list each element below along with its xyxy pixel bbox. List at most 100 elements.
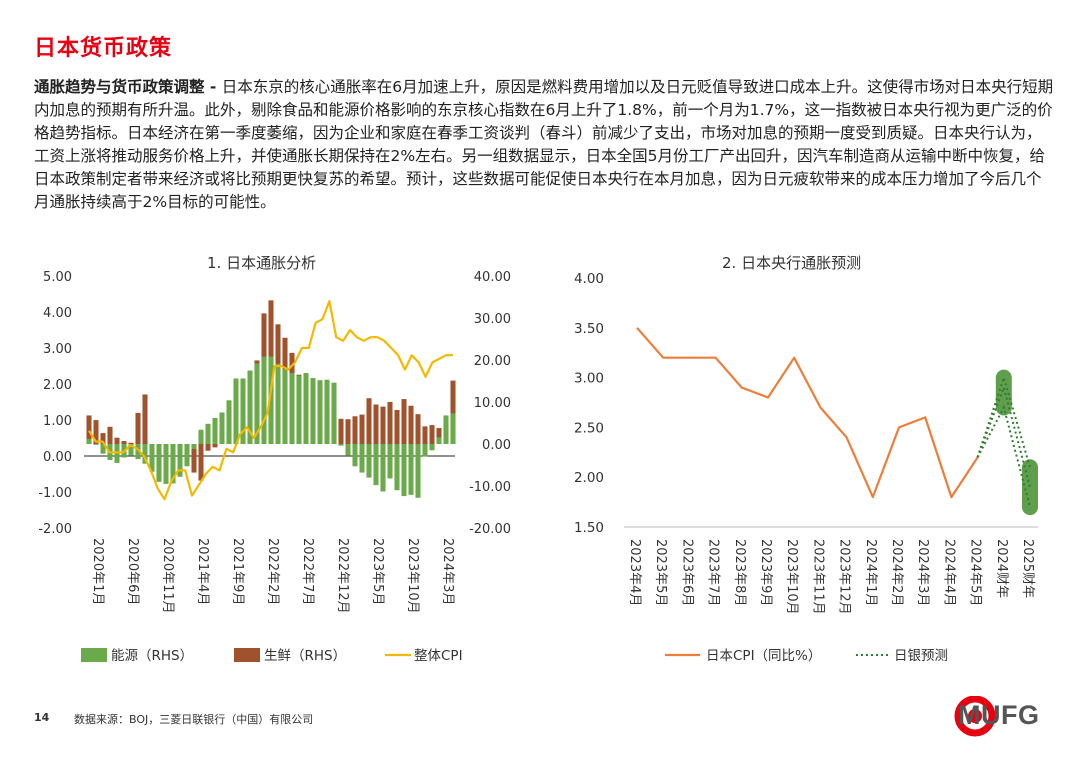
fresh-bar [121, 441, 127, 444]
fresh-bar [191, 444, 197, 473]
right-axis-tick: -10.00 [469, 480, 511, 495]
legend-fresh-label: 生鲜（RHS） [264, 648, 346, 664]
x-tick-label: 2024年5月 [968, 539, 983, 606]
right-axis-tick: 0.00 [482, 438, 511, 453]
fresh-bar [408, 405, 414, 444]
energy-bar [282, 369, 288, 444]
x-tick-label: 2024年4月 [941, 539, 956, 606]
x-tick-label: 2023年11月 [810, 539, 825, 615]
x-tick-label: 2022年2月 [265, 538, 280, 605]
cpi-line [88, 300, 453, 501]
fresh-bar [338, 418, 344, 444]
x-tick-label: 2023年7月 [706, 539, 721, 606]
energy-bar [422, 444, 428, 457]
x-tick-label: 2023年6月 [679, 539, 694, 606]
energy-bar [408, 444, 414, 495]
energy-bar [366, 444, 372, 478]
x-tick-label: 2023年10月 [405, 538, 420, 614]
energy-bar [93, 444, 99, 445]
energy-bar [149, 444, 155, 472]
x-tick-label: 2023年9月 [758, 539, 773, 606]
jp-cpi-line [636, 327, 979, 499]
x-tick-label: 2023年10月 [784, 539, 799, 615]
x-tick-label: 2024财年 [994, 539, 1009, 598]
left-axis-tick: 3.00 [43, 342, 72, 357]
x-tick-label: 2023年8月 [732, 539, 747, 606]
energy-bar [296, 375, 302, 444]
x-tick-label: 2024年3月 [440, 538, 455, 605]
energy-bar [275, 363, 281, 444]
left-axis-tick: 5.00 [43, 270, 72, 285]
y-axis-tick: 2.50 [574, 420, 604, 436]
energy-bar [191, 444, 197, 450]
energy-bar [310, 378, 316, 444]
fresh-bar [387, 402, 393, 444]
lead-text: 日本东京的核心通胀率在6月加速上升，原因是燃料费用增加以及日元贬值导致进口成本上… [34, 78, 1054, 211]
energy-bar [128, 444, 134, 456]
right-axis-tick: 20.00 [474, 354, 511, 369]
energy-bar [324, 379, 330, 444]
energy-bar [303, 373, 309, 444]
fresh-bar [373, 404, 379, 444]
body-paragraph: 通胀趋势与货币政策调整 - 日本东京的核心通胀率在6月加速上升，原因是燃料费用增… [34, 76, 1054, 214]
fresh-bar [114, 437, 120, 444]
fresh-bar [107, 426, 113, 444]
right-axis-tick: -20.00 [469, 522, 511, 537]
energy-bar [170, 444, 176, 484]
energy-bar [359, 444, 365, 473]
fresh-bar [436, 428, 442, 444]
boj-forecast-band [1022, 459, 1038, 516]
legend-boj-label: 日银预测 [894, 648, 948, 664]
energy-bar [345, 444, 351, 456]
left-axis-tick: -2.00 [38, 522, 72, 537]
legend-energy-label: 能源（RHS） [111, 648, 193, 664]
fresh-bar [205, 444, 211, 451]
energy-bar [198, 429, 204, 444]
fresh-bar [450, 380, 456, 444]
mufg-logo-text: MUFG [958, 700, 1040, 730]
fresh-bar [212, 444, 218, 448]
energy-bar [450, 413, 456, 444]
energy-bar [219, 412, 225, 444]
energy-bar [429, 444, 435, 451]
x-tick-label: 2022年7月 [300, 538, 315, 605]
fresh-bar [352, 416, 358, 444]
x-tick-label: 2021年9月 [230, 538, 245, 605]
energy-bar [142, 444, 148, 464]
chart2-title: 2. 日本央行通胀预测 [722, 254, 862, 272]
energy-bar [226, 400, 232, 444]
x-tick-label: 2023年12月 [837, 539, 852, 615]
legend-energy-swatch [81, 648, 107, 662]
fresh-bar [93, 420, 99, 444]
x-tick-label: 2020年6月 [125, 538, 140, 605]
fresh-bar [86, 415, 92, 444]
fresh-bar [345, 419, 351, 444]
left-axis-tick: -1.00 [38, 486, 72, 501]
x-tick-label: 2024年3月 [915, 539, 930, 606]
energy-bar [436, 437, 442, 444]
left-axis-tick: 4.00 [43, 306, 72, 321]
right-axis-tick: 30.00 [474, 312, 511, 327]
fresh-bar [128, 442, 134, 444]
mufg-logo-icon [954, 696, 996, 737]
energy-bar [163, 444, 169, 484]
legend-jpcpi-label: 日本CPI（同比%） [706, 648, 821, 664]
fresh-bar [380, 406, 386, 444]
fresh-bar [366, 398, 372, 444]
energy-bar [156, 444, 162, 482]
fresh-bar [359, 414, 365, 444]
energy-bar [247, 370, 253, 444]
fresh-bar [100, 433, 106, 444]
fresh-bar [135, 412, 141, 444]
fresh-bar [429, 425, 435, 444]
energy-bar [317, 380, 323, 444]
x-tick-label: 2024年2月 [889, 539, 904, 606]
energy-bar [394, 444, 400, 491]
energy-bar [352, 444, 358, 467]
page-title: 日本货币政策 [34, 36, 173, 61]
fresh-bar [394, 409, 400, 444]
energy-bar [401, 444, 407, 497]
energy-bar [212, 417, 218, 444]
y-axis-tick: 2.00 [574, 470, 604, 486]
x-tick-label: 2025财年 [1020, 539, 1035, 598]
